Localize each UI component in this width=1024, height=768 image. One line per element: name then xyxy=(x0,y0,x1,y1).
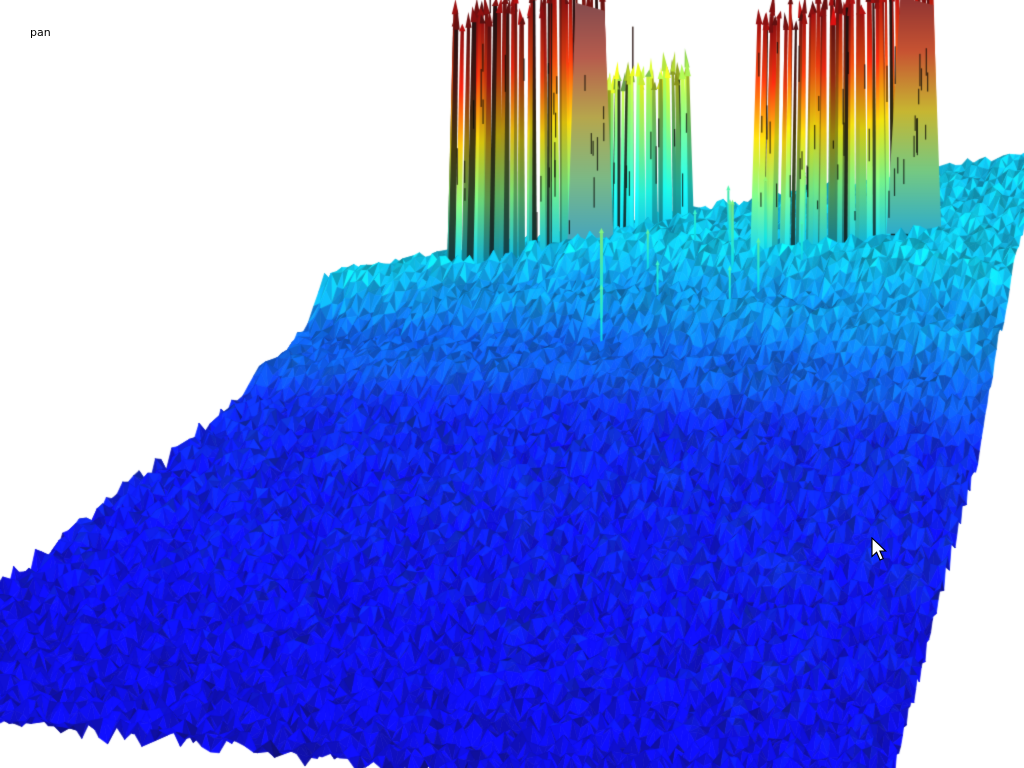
pan-mode-indicator: pan xyxy=(30,26,51,39)
